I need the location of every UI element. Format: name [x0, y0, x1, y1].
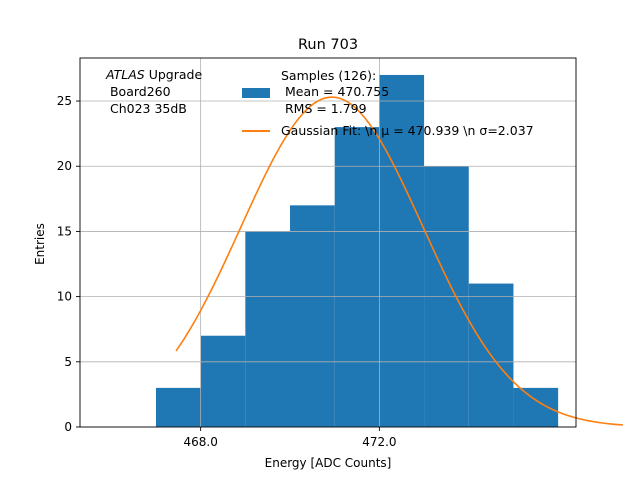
annotation-upgrade: Upgrade: [145, 67, 203, 82]
y-tick-label-5: 25: [57, 94, 72, 108]
legend-fit-label: Gaussian Fit: \n μ = 470.939 \n σ=2.037: [281, 123, 534, 138]
legend-histogram-swatch: [242, 88, 270, 98]
histogram-bar-4: [334, 127, 380, 427]
histogram-bar-2: [245, 231, 291, 427]
legend-samples-line-1: Samples (126):: [281, 68, 376, 83]
x-tick-label-0: 468.0: [183, 435, 217, 449]
annotation-line-3: Ch023 35dB: [106, 101, 187, 116]
histogram-bar-5: [379, 74, 425, 427]
gaussian-fit-curve: [175, 96, 623, 426]
histogram-bar-3: [290, 205, 335, 427]
y-tick-label-0: 0: [64, 420, 72, 434]
y-axis-label: Entries: [33, 223, 47, 265]
histogram-bar-0: [155, 387, 201, 427]
histogram-bar-1: [200, 335, 246, 427]
annotation-line-2: Board260: [106, 84, 171, 99]
y-tick-label-1: 5: [64, 355, 72, 369]
x-axis-label: Energy [ADC Counts]: [265, 456, 392, 470]
legend-samples-line-2: Mean = 470.755: [281, 84, 389, 99]
legend: Samples (126): Mean = 470.755 RMS = 1.79…: [242, 68, 534, 138]
x-tick-label-1: 472.0: [362, 435, 396, 449]
y-tick-label-4: 20: [57, 159, 72, 173]
y-tick-label-3: 15: [57, 224, 72, 238]
chart-title: Run 703: [298, 37, 358, 53]
axes-frame: [79, 57, 577, 428]
annotation-line-1: ATLAS Upgrade: [105, 67, 202, 82]
atlas-annotation: ATLAS Upgrade Board260 Ch023 35dB: [105, 67, 202, 116]
legend-samples-line-3: RMS = 1.799: [281, 101, 367, 116]
y-tick-label-2: 10: [57, 290, 72, 304]
histogram-bar-8: [513, 387, 559, 427]
annotation-atlas-italic: ATLAS: [105, 67, 145, 82]
plot-area: 468.0 472.0 0 5 10 15 20 25: [57, 57, 623, 449]
